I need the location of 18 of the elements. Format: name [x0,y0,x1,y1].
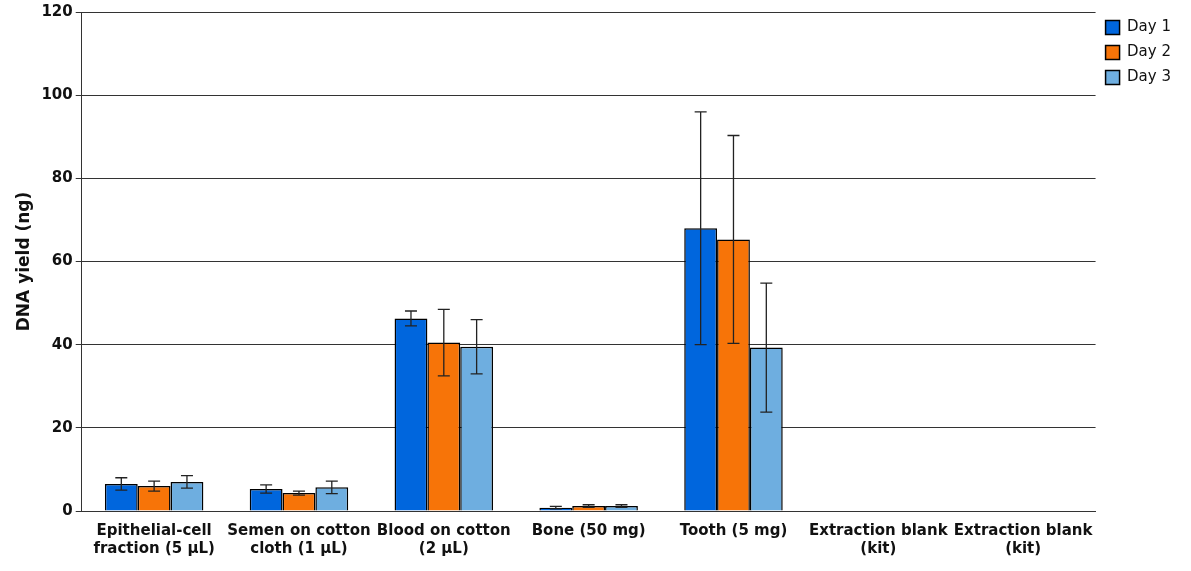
y-tick-label: 0 [62,500,73,519]
x-tick-label: Extraction blank (kit) [953,520,1094,557]
y-tick-label: 40 [51,334,73,353]
x-tick-label: Epithelial-cell fraction (5 µL) [93,520,215,557]
y-tick-label: 80 [51,168,73,187]
y-tick-label: 60 [51,251,73,270]
x-tick-label: Bone (50 mg) [531,520,646,539]
y-tick-label: 100 [41,85,73,104]
y-tick-label: 20 [51,417,73,436]
legend-label: Day 2 [1127,42,1172,61]
x-tick-label: Extraction blank (kit) [808,520,949,557]
y-axis-title: DNA yield (ng) [12,191,33,332]
x-tick-label: Blood on cotton (2 µL) [376,520,511,557]
legend-label: Day 3 [1127,67,1172,86]
legend-label: Day 1 [1127,17,1172,36]
x-tick-label: Tooth (5 mg) [679,520,788,539]
x-tick-label: Semen on cotton cloth (1 µL) [227,520,371,557]
y-tick-label: 120 [41,1,73,20]
